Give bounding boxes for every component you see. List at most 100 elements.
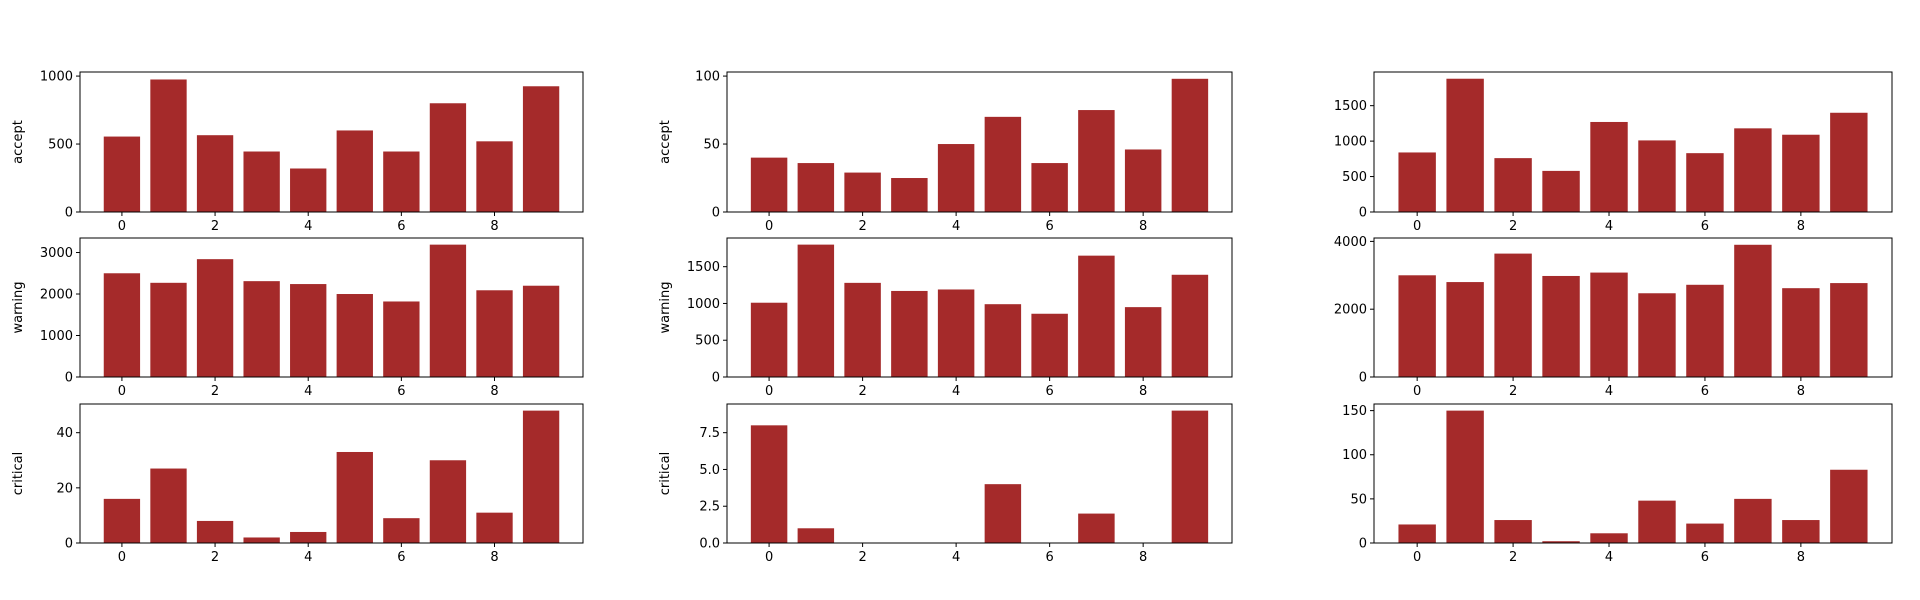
- axes-frame: [79, 237, 584, 378]
- x-tick-label: 0: [765, 219, 773, 234]
- bar-critical-1: [150, 468, 187, 543]
- bar-warning-8: [476, 290, 513, 377]
- bar-warning-9: [522, 285, 560, 377]
- y-axis-label: accept: [11, 120, 26, 164]
- y-tick-label: 500: [695, 334, 720, 349]
- axes-frame: [1373, 71, 1893, 213]
- y-tick-label: 2000: [40, 288, 73, 303]
- bar-accept-6: [1031, 163, 1068, 212]
- bar-warning-7: [429, 244, 467, 377]
- subplot-r2-c0: 0 2 4 6 8 0 20 40 critical: [11, 403, 584, 565]
- bar-accept-3: [891, 178, 928, 212]
- bar-warning-3: [243, 281, 280, 377]
- y-axis-label: accept: [658, 120, 673, 164]
- bar-warning-2: [844, 282, 881, 377]
- x-tick-label: 0: [1413, 550, 1421, 565]
- y-tick-label: 0: [65, 206, 73, 221]
- bar-accept-1: [797, 163, 835, 212]
- y-tick-label: 0: [712, 206, 720, 221]
- bar-accept-4: [937, 144, 975, 212]
- bar--0: [1398, 275, 1436, 377]
- bar-accept-9: [1171, 78, 1209, 212]
- x-tick-label: 8: [1139, 384, 1147, 399]
- y-tick-label: 1000: [40, 329, 73, 344]
- bar-accept-8: [1124, 149, 1162, 212]
- x-tick-label: 8: [1139, 219, 1147, 234]
- subplot-r1-c0: 0 2 4 6 8 0 1000 2000 3000 warning: [11, 237, 584, 399]
- bar-critical-4: [290, 531, 327, 543]
- bar-warning-4: [937, 289, 975, 377]
- bar-warning-5: [984, 304, 1022, 377]
- x-tick-label: 2: [1509, 550, 1517, 565]
- bar-accept-0: [750, 157, 788, 212]
- x-tick-label: 2: [858, 219, 866, 234]
- y-tick-label: 20: [56, 481, 73, 496]
- y-tick-label: 40: [56, 426, 73, 441]
- bar-critical-8: [476, 512, 513, 543]
- axes-frame: [1373, 237, 1893, 378]
- bar-accept-5: [336, 130, 373, 212]
- y-tick-label: 0: [65, 371, 73, 386]
- y-tick-label: 100: [695, 70, 720, 85]
- x-tick-label: 8: [490, 550, 498, 565]
- bar--8: [1782, 288, 1820, 377]
- x-tick-label: 6: [397, 384, 405, 399]
- x-tick-label: 0: [118, 550, 126, 565]
- x-tick-label: 2: [858, 384, 866, 399]
- y-tick-label: 500: [1342, 170, 1367, 185]
- bar-critical-5: [984, 484, 1022, 543]
- y-tick-label: 50: [703, 138, 720, 153]
- bar-warning-1: [150, 282, 187, 377]
- bar--7: [1734, 244, 1772, 377]
- x-tick-label: 6: [1701, 384, 1709, 399]
- y-tick-label: 50: [1350, 492, 1367, 507]
- bar-critical-3: [243, 537, 280, 543]
- y-tick-label: 1000: [1334, 135, 1367, 150]
- x-tick-label: 0: [765, 384, 773, 399]
- bar--5: [1638, 500, 1676, 543]
- x-tick-label: 4: [952, 384, 960, 399]
- bar-warning-2: [196, 259, 234, 377]
- y-tick-label: 1000: [687, 297, 720, 312]
- x-tick-label: 2: [211, 550, 219, 565]
- x-tick-label: 2: [1509, 384, 1517, 399]
- bar--8: [1782, 134, 1820, 212]
- y-tick-label: 1500: [687, 260, 720, 275]
- y-tick-label: 7.5: [699, 426, 720, 441]
- bar-warning-5: [336, 294, 373, 377]
- subplot-r1-c1: 0 2 4 6 8 0 500 1000 1500 warning: [658, 237, 1233, 399]
- subplot-r0-c0: 0 2 4 6 8 0 500 1000 accept: [11, 70, 584, 234]
- bar-warning-4: [290, 284, 327, 377]
- bar--7: [1734, 128, 1772, 212]
- x-tick-label: 4: [304, 384, 312, 399]
- axes-frame: [1373, 403, 1893, 544]
- x-tick-label: 6: [1045, 550, 1053, 565]
- bar-accept-3: [243, 151, 280, 212]
- x-tick-label: 6: [1701, 219, 1709, 234]
- bar-accept-7: [429, 103, 467, 212]
- bar-accept-2: [196, 135, 234, 212]
- y-tick-label: 0.0: [699, 537, 720, 552]
- bar-critical-6: [383, 518, 420, 543]
- bar--3: [1542, 541, 1580, 543]
- y-tick-label: 2000: [1334, 303, 1367, 318]
- x-tick-label: 8: [1139, 550, 1147, 565]
- bar-accept-1: [150, 79, 187, 212]
- bar-warning-1: [797, 244, 835, 377]
- y-tick-label: 0: [1359, 371, 1367, 386]
- x-tick-label: 4: [1605, 219, 1613, 234]
- bar--9: [1830, 112, 1868, 212]
- bar--0: [1398, 524, 1436, 543]
- bar--1: [1446, 410, 1484, 543]
- bar-warning-0: [750, 302, 788, 377]
- bar--4: [1590, 121, 1628, 212]
- y-tick-label: 4000: [1334, 235, 1367, 250]
- x-tick-label: 0: [118, 219, 126, 234]
- x-tick-label: 4: [1605, 384, 1613, 399]
- bar--3: [1542, 170, 1580, 212]
- subplot-r2-c2: 0 2 4 6 8 0 50 100 150: [1342, 403, 1893, 565]
- bar--2: [1494, 253, 1532, 377]
- bar-warning-6: [1031, 313, 1068, 377]
- y-tick-label: 1500: [1334, 99, 1367, 114]
